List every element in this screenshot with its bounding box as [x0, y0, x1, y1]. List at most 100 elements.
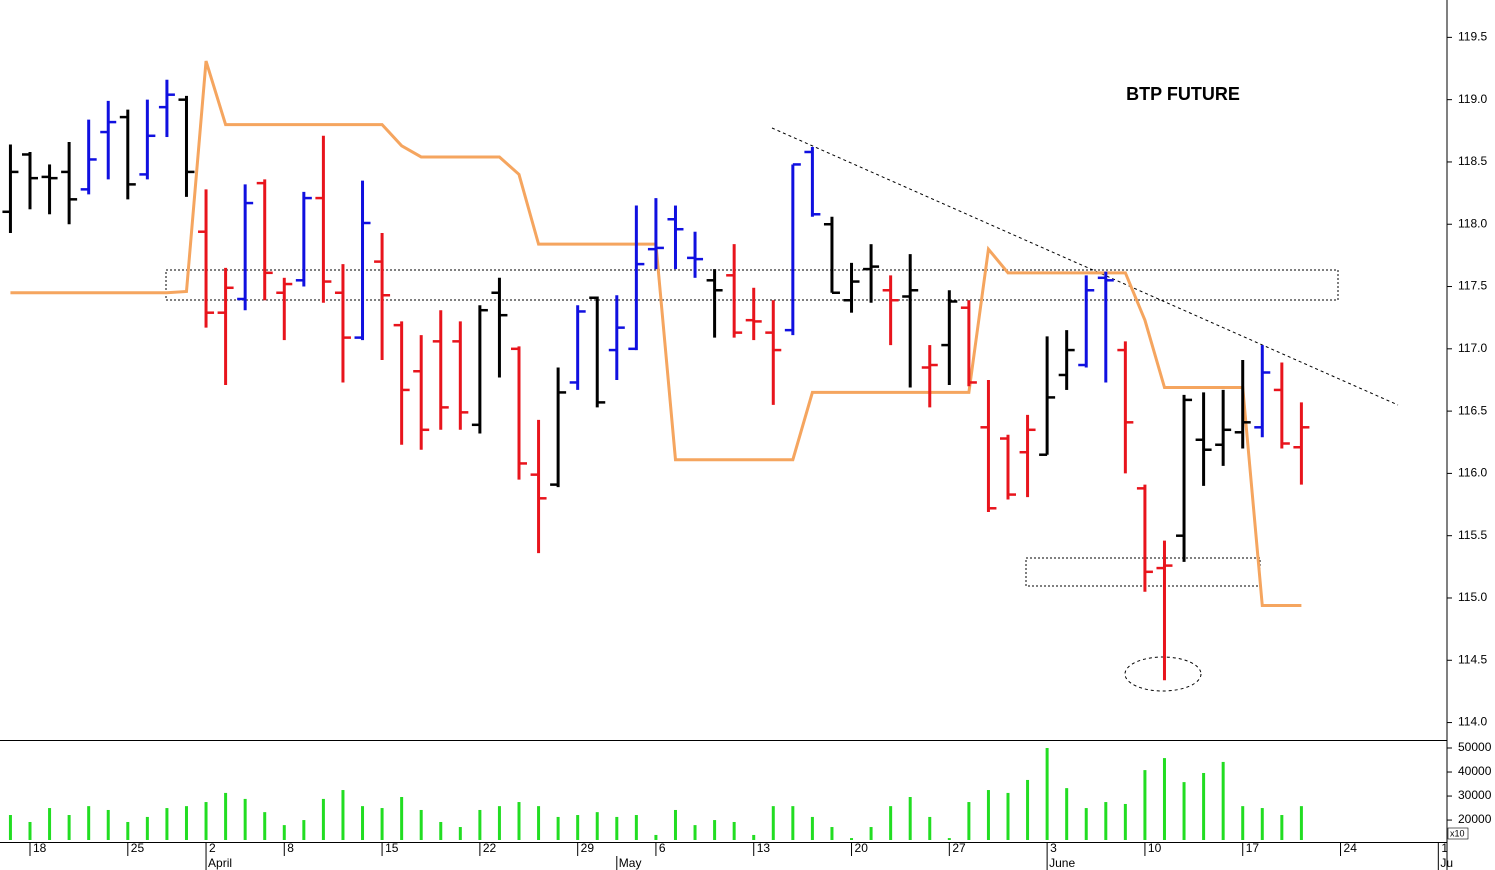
- volume-bar: [204, 802, 208, 840]
- volume-bar: [673, 809, 677, 840]
- volume-bar: [126, 821, 130, 840]
- volume-bar: [87, 806, 91, 840]
- volume-bar: [713, 820, 717, 840]
- trendline: [771, 127, 1399, 406]
- y-tick-label: 119.5: [1458, 30, 1487, 44]
- volume-bar: [8, 815, 12, 840]
- month-label: June: [1049, 856, 1075, 870]
- volume-bar: [595, 812, 599, 840]
- x-tick-label: 3: [1050, 841, 1057, 855]
- volume-bar: [282, 825, 286, 840]
- volume-tick-label: 40000: [1458, 764, 1492, 778]
- volume-bar: [458, 827, 462, 840]
- y-tick-label: 114.0: [1458, 715, 1487, 729]
- volume-bar: [1123, 803, 1127, 840]
- x-tick-label: 27: [952, 841, 966, 855]
- y-tick-label: 118.0: [1458, 216, 1487, 230]
- volume-bar: [869, 827, 873, 840]
- volume-bar: [967, 802, 971, 840]
- volume-bar: [321, 798, 325, 840]
- volume-bar: [576, 815, 580, 840]
- volume-bar: [1202, 772, 1206, 840]
- volume-bar: [771, 806, 775, 840]
- volume-tick-label: 20000: [1458, 812, 1492, 826]
- volume-bar: [1182, 782, 1186, 840]
- y-tick-label: 115.5: [1458, 528, 1487, 542]
- x-tick-label: 10: [1148, 841, 1162, 855]
- volume-bar: [1162, 758, 1166, 840]
- volume-bar: [693, 825, 697, 840]
- y-tick-label: 117.5: [1458, 279, 1487, 293]
- volume-bar: [67, 815, 71, 840]
- x-tick-label: 8: [287, 841, 294, 855]
- volume-bar: [791, 806, 795, 840]
- volume-bar: [145, 816, 149, 840]
- month-label: April: [208, 856, 232, 870]
- y-tick-label: 115.0: [1458, 590, 1487, 604]
- volume-bar: [947, 838, 951, 840]
- volume-bar: [1260, 808, 1264, 840]
- x-tick-label: 18: [33, 841, 47, 855]
- volume-multiplier: x10: [1450, 828, 1465, 838]
- volume-bar: [400, 797, 404, 840]
- volume-bar: [1221, 761, 1225, 840]
- volume-bar: [1143, 770, 1147, 840]
- x-tick-label: 1: [1441, 841, 1448, 855]
- volume-bar: [302, 820, 306, 840]
- volume-bar: [28, 821, 32, 840]
- volume-bar: [184, 806, 188, 840]
- volume-bar: [850, 838, 854, 840]
- volume-bar: [1065, 788, 1069, 840]
- volume-bar: [810, 816, 814, 840]
- y-tick-label: 117.0: [1458, 341, 1487, 355]
- volume-bar: [1104, 802, 1108, 840]
- volume-bar: [556, 816, 560, 840]
- volume-bar: [1241, 806, 1245, 840]
- volume-bar: [830, 827, 834, 840]
- volume-bar: [1084, 808, 1088, 840]
- volume-bar: [889, 806, 893, 840]
- x-tick-label: 20: [855, 841, 869, 855]
- x-tick-label: 2: [209, 841, 216, 855]
- volume-bar: [634, 815, 638, 840]
- y-tick-label: 119.0: [1458, 92, 1487, 106]
- volume-bar: [361, 806, 365, 840]
- volume-bar: [1280, 815, 1284, 840]
- y-tick-label: 116.5: [1458, 403, 1487, 417]
- volume-bar: [517, 802, 521, 840]
- multiplier-box: [1447, 827, 1469, 840]
- volume-bar: [497, 806, 501, 840]
- volume-bar: [1006, 792, 1010, 840]
- volume-bar: [341, 790, 345, 840]
- volume-bar: [654, 834, 658, 840]
- volume-bar: [263, 812, 267, 840]
- x-tick-label: 25: [131, 841, 145, 855]
- volume-bar: [380, 808, 384, 840]
- volume-bar: [986, 790, 990, 840]
- volume-bar: [1026, 779, 1030, 840]
- volume-bar: [752, 834, 756, 840]
- volume-bar: [478, 809, 482, 840]
- volume-bar: [732, 821, 736, 840]
- chart-title: BTP FUTURE: [1126, 84, 1240, 104]
- month-label: Ju: [1440, 856, 1453, 870]
- volume-tick-label: 30000: [1458, 788, 1492, 802]
- volume-bar: [1299, 806, 1303, 840]
- x-tick-label: 29: [581, 841, 595, 855]
- volume-bar: [908, 797, 912, 840]
- y-tick-label: 118.5: [1458, 154, 1487, 168]
- volume-bar: [928, 816, 932, 840]
- x-tick-label: 17: [1246, 841, 1260, 855]
- volume-tick-label: 50000: [1458, 740, 1492, 754]
- volume-bar: [1045, 748, 1049, 840]
- x-tick-label: 22: [483, 841, 497, 855]
- y-tick-label: 116.0: [1458, 466, 1487, 480]
- volume-bar: [439, 821, 443, 840]
- x-tick-label: 15: [385, 841, 399, 855]
- volume-bar: [243, 798, 247, 840]
- resistance-box: [165, 269, 1339, 301]
- volume-bar: [224, 792, 228, 840]
